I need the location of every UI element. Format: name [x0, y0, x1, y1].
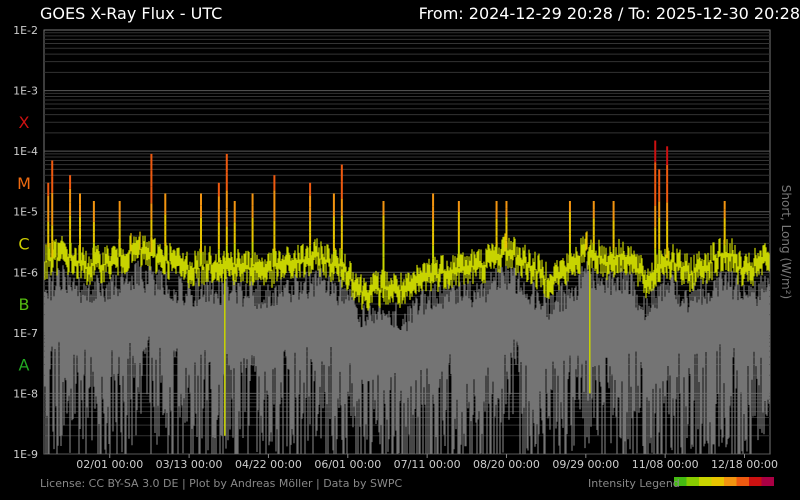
x-tick-label: 11/08 00:00 [632, 458, 699, 471]
y-tick-label: 1E-3 [13, 85, 38, 98]
x-tick-label: 09/29 00:00 [552, 458, 619, 471]
flare-class-b: B [19, 295, 30, 314]
x-tick-label: 02/01 00:00 [76, 458, 143, 471]
y-tick-label: 1E-5 [13, 206, 38, 219]
legend-swatch [749, 477, 762, 486]
chart-title: GOES X-Ray Flux - UTC [40, 4, 223, 23]
license-text: License: CC BY-SA 3.0 DE | Plot by Andre… [40, 477, 403, 490]
x-tick-label: 08/20 00:00 [473, 458, 540, 471]
short-series [44, 260, 770, 454]
flare-class-m: M [17, 174, 31, 193]
x-tick-label: 07/11 00:00 [394, 458, 461, 471]
x-tick-label: 03/13 00:00 [156, 458, 223, 471]
intensity-legend-label: Intensity Legend [588, 477, 680, 490]
x-tick-label: 04/22 00:00 [235, 458, 302, 471]
legend-swatch [736, 477, 749, 486]
legend-swatch [711, 477, 724, 486]
y-axis-label: Short, Long (W/m²) [779, 185, 793, 299]
date-range: From: 2024-12-29 20:28 / To: 2025-12-30 … [418, 4, 800, 23]
intensity-legend-bar [674, 477, 774, 486]
x-tick-labels: 02/01 00:00 03/13 00:00 04/22 00:00 06/01 0… [76, 454, 778, 471]
legend-swatch [686, 477, 699, 486]
y-tick-label: 1E-8 [13, 387, 38, 400]
flare-class-c: C [18, 234, 29, 253]
y-tick-label: 1E-6 [13, 266, 38, 279]
flare-class-x: X [19, 113, 30, 132]
y-tick-label: 1E-2 [13, 24, 38, 37]
legend-swatch [724, 477, 737, 486]
y-tick-label: 1E-4 [13, 145, 38, 158]
y-tick-label: 1E-9 [13, 448, 38, 461]
flare-class-labels: X M C B A [17, 113, 31, 374]
long-series [44, 140, 770, 436]
short-series-band [44, 260, 770, 454]
legend-swatch [699, 477, 712, 486]
x-tick-label: 12/18 00:00 [711, 458, 778, 471]
flare-class-a: A [19, 356, 30, 375]
y-tick-label: 1E-7 [13, 327, 38, 340]
legend-swatch [761, 477, 774, 486]
y-tick-labels: 1E-2 1E-3 1E-4 1E-5 1E-6 1E-7 1E-8 1E-9 [13, 24, 38, 461]
legend-swatch [674, 477, 687, 486]
x-tick-label: 06/01 00:00 [314, 458, 381, 471]
